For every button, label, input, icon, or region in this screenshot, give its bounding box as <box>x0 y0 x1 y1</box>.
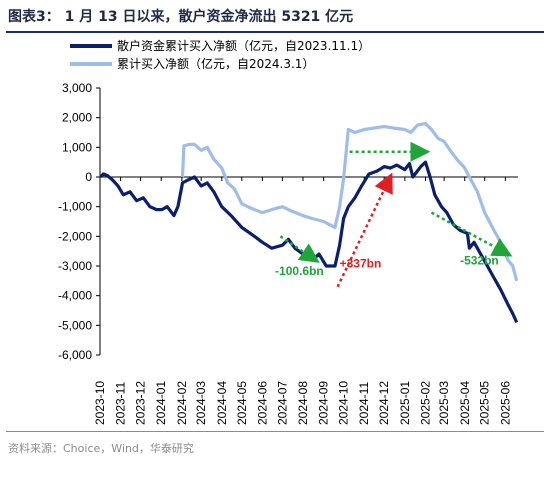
x-tick-label: 2024-11 <box>357 382 371 425</box>
x-tick-label: 2024-01 <box>154 381 168 425</box>
chart-title: 图表3： 1 月 13 日以来，散户资金净流出 5321 亿元 <box>8 9 354 25</box>
bottom-rule <box>6 431 544 432</box>
annotation-arrow <box>430 211 513 257</box>
legend-label-light: 累计买入净额（亿元，自2024.3.1） <box>117 56 314 71</box>
legend: 散户资金累计买入净额（亿元，自2023.11.1） 累计买入净额（亿元，自202… <box>70 38 370 71</box>
x-tick-label: 2023-10 <box>93 381 107 425</box>
x-tick-label: 2023-11 <box>114 382 128 425</box>
y-tick-label: -1,000 <box>58 200 92 214</box>
x-tick-label: 2024-08 <box>296 381 310 425</box>
y-tick-label: -6,000 <box>58 348 92 362</box>
x-tick-label: 2025-01 <box>398 381 412 425</box>
x-tick-label: 2024-07 <box>275 381 289 425</box>
x-tick-label: 2025-02 <box>418 381 432 425</box>
x-tick-label: 2025-04 <box>458 381 472 425</box>
series-line-light <box>180 122 519 282</box>
y-tick-label: 3,000 <box>62 81 92 95</box>
annotation-label: -532bn <box>460 254 499 268</box>
x-tick-label: 2023-12 <box>134 381 148 425</box>
y-tick-label: 1,000 <box>62 140 92 154</box>
annotation-arrow <box>336 172 393 288</box>
y-tick-label: -5,000 <box>58 318 92 332</box>
legend-label-dark: 散户资金累计买入净额（亿元，自2023.11.1） <box>117 38 370 53</box>
source-note: 资料来源：Choice，Wind，华泰研究 <box>8 442 194 455</box>
y-tick-label: 2,000 <box>62 111 92 125</box>
annotation-arrow <box>279 235 320 263</box>
y-tick-label: 0 <box>85 170 92 184</box>
y-tick-label: -3,000 <box>58 259 92 273</box>
annotation-label: +337bn <box>340 256 382 270</box>
x-tick-label: 2025-05 <box>478 381 492 425</box>
x-tick-label: 2025-03 <box>437 381 451 425</box>
x-tick-label: 2024-02 <box>175 381 189 425</box>
x-tick-label: 2024-06 <box>255 381 269 425</box>
x-tick-label: 2024-12 <box>377 381 391 425</box>
x-tick-label: 2024-10 <box>337 381 351 425</box>
top-rule <box>6 31 544 33</box>
x-tick-label: 2024-03 <box>194 381 208 425</box>
annotation-label: -100.6bn <box>275 264 324 278</box>
chart-svg: 散户资金累计买入净额（亿元，自2023.11.1） 累计买入净额（亿元，自202… <box>58 38 519 425</box>
x-tick-label: 2024-05 <box>235 381 249 425</box>
x-tick-label: 2024-04 <box>215 381 229 425</box>
y-tick-label: -4,000 <box>58 289 92 303</box>
x-tick-label: 2025-06 <box>498 381 512 425</box>
x-tick-label: 2024-09 <box>317 381 331 425</box>
series-line-dark <box>99 160 519 324</box>
y-tick-label: -2,000 <box>58 229 92 243</box>
